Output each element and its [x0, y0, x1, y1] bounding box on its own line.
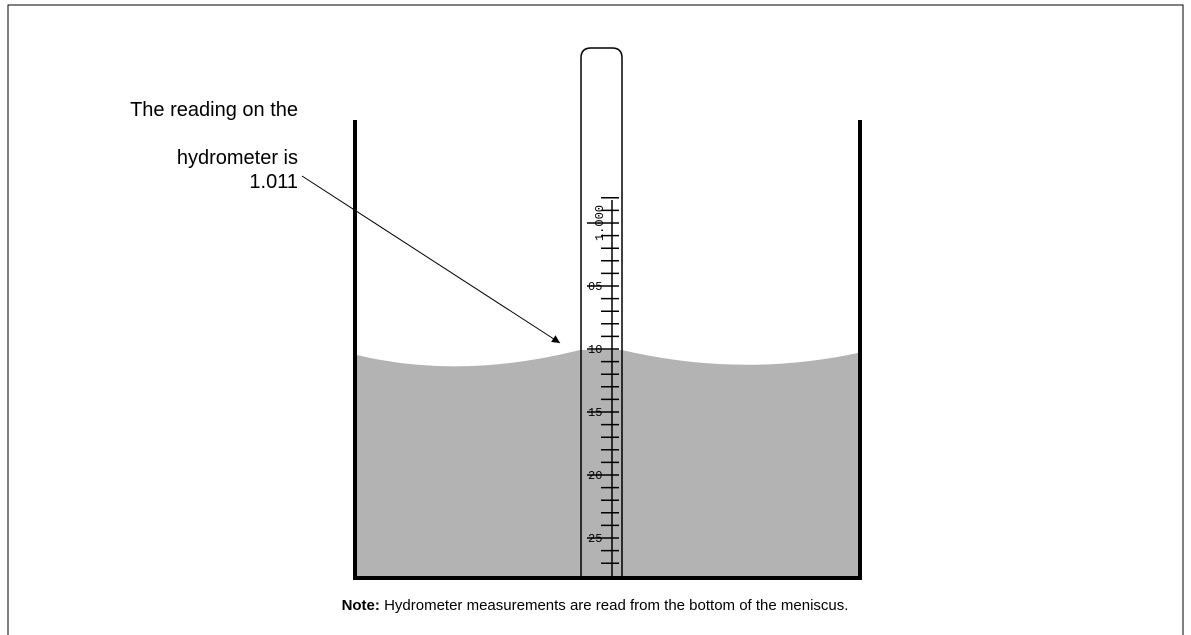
note-text: Hydrometer measurements are read from th…	[384, 597, 848, 614]
ticks	[587, 197, 619, 564]
frame	[7, 4, 1184, 635]
scale-label: 05	[588, 280, 602, 294]
liquid	[357, 350, 858, 578]
annotation-line: 1.011	[249, 171, 298, 193]
beaker	[353, 120, 862, 580]
annotation-line: The reading on the	[130, 99, 298, 121]
note: Note: Hydrometer measurements are read f…	[342, 597, 849, 614]
scale-label: 25	[588, 532, 602, 546]
arrow	[301, 175, 561, 344]
hydrometer-tube	[580, 47, 623, 578]
note-label: Note:	[342, 597, 380, 614]
scale-label: 10	[588, 343, 602, 357]
annotation-line: hydrometer is	[177, 147, 298, 169]
scale-label: 1.000	[593, 205, 607, 241]
scale-label: 20	[588, 469, 602, 483]
scale-label: 15	[588, 406, 602, 420]
